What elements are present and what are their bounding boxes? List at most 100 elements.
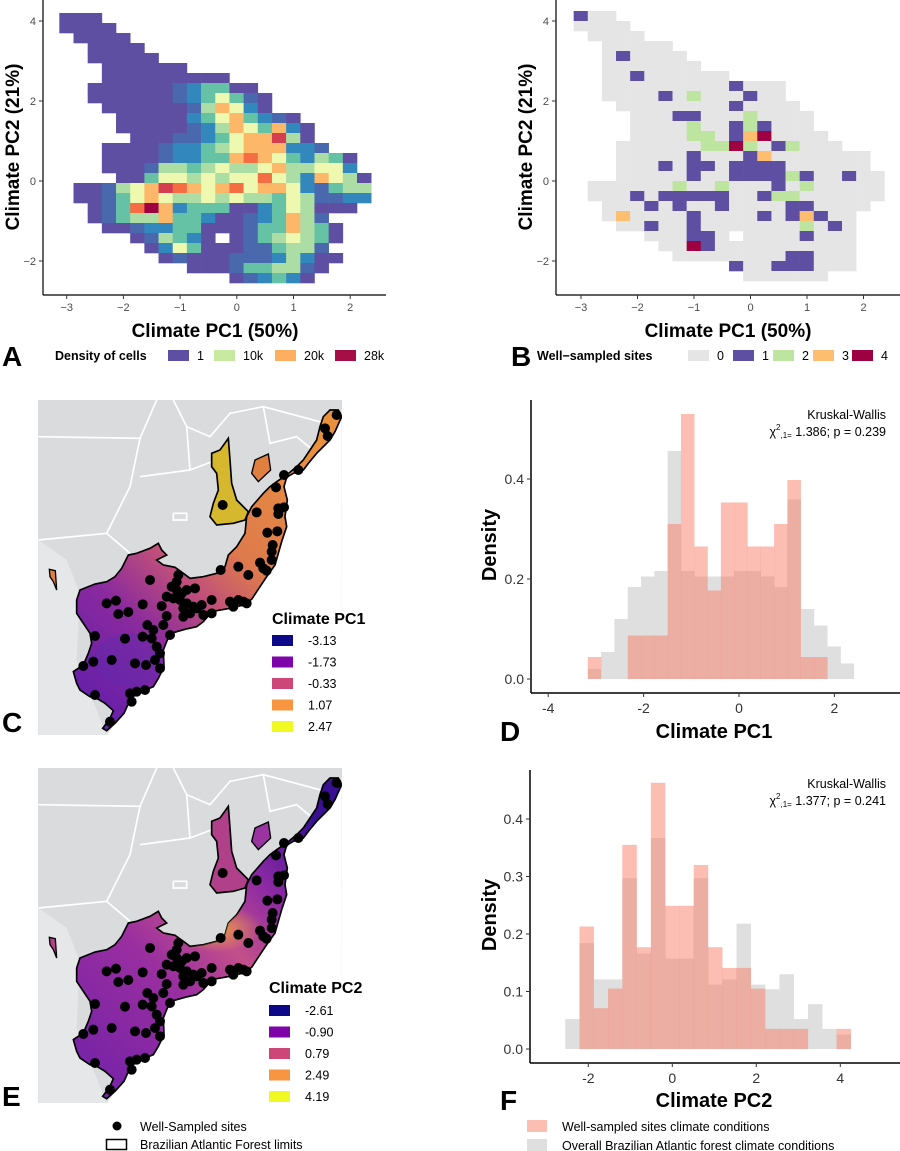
heatmap-cell: [714, 101, 730, 112]
heatmap-cell: [616, 161, 631, 172]
legend-label: 20k: [304, 349, 325, 363]
legend-label: 1: [197, 349, 204, 363]
site-dot: [106, 1023, 117, 1033]
heatmap-cell: [813, 231, 829, 242]
map-legend-label: -0.33: [308, 677, 337, 691]
heatmap-cell: [856, 151, 871, 162]
heatmap-cell: [158, 253, 174, 264]
heatmap-cell: [842, 261, 857, 272]
y-tick-label: 0.1: [504, 984, 524, 1000]
heatmap-cell: [130, 93, 145, 104]
heatmap-cell: [842, 181, 857, 192]
heatmap-cell: [342, 163, 358, 174]
heatmap-cell: [144, 213, 159, 224]
heatmap-cell: [158, 63, 174, 74]
heatmap-cell: [215, 133, 230, 144]
heatmap-cell: [630, 31, 645, 42]
heatmap-cell: [186, 203, 202, 214]
heatmap-cell: [686, 151, 702, 162]
heatmap-cell: [616, 221, 631, 232]
map-legend-pc2: -2.61 -0.90 0.79 2.49 4.19: [269, 1004, 334, 1104]
map-legend-swatch: [269, 1091, 290, 1102]
heatmap-cell: [87, 53, 103, 64]
heatmap-cell: [771, 181, 786, 192]
heatmap-cell: [116, 73, 131, 84]
map-legend-swatch: [269, 1026, 290, 1038]
heatmap-cell: [714, 141, 730, 152]
heatmap-cell: [856, 201, 871, 212]
heatmap-cell: [257, 233, 273, 244]
heatmap-cell: [785, 211, 800, 222]
heatmap-cell: [172, 93, 188, 104]
heatmap-cell: [172, 63, 188, 74]
heatmap-cell: [714, 251, 730, 262]
heatmap-cell: [686, 251, 702, 262]
bar-well-sampled: [641, 635, 655, 679]
heatmap-cell: [785, 151, 800, 162]
heatmap-cell: [842, 151, 857, 162]
heatmap-cell: [158, 233, 174, 244]
heatmap-cell: [257, 263, 273, 274]
heatmap-cell: [158, 153, 174, 164]
heatmap-cell: [757, 251, 772, 262]
site-dot: [262, 895, 273, 906]
heatmap-cell: [686, 111, 702, 122]
heatmap-cell: [700, 241, 716, 252]
bar-well-sampled: [636, 947, 652, 1049]
heatmap-cell: [757, 111, 772, 122]
y-tick-label: −2: [23, 256, 36, 268]
bar-well-sampled: [694, 546, 708, 679]
heatmap-cell: [186, 83, 202, 94]
heatmap-cell: [729, 241, 744, 252]
heatmap-cell: [771, 81, 786, 92]
site-dot: [261, 565, 272, 576]
heatmap-cell: [743, 151, 758, 162]
heatmap-cell: [286, 223, 301, 234]
heatmap-cell: [799, 111, 815, 122]
heatmap-cell: [842, 211, 857, 222]
heatmap-cell: [73, 183, 88, 194]
legend-label: 1: [762, 349, 769, 363]
map-highlight: [93, 633, 167, 687]
heatmap-cell: [215, 73, 230, 84]
heatmap-cell: [686, 131, 702, 142]
heatmap-cell: [257, 173, 273, 184]
y-tick-label: 2: [30, 96, 36, 108]
heatmap-cell: [201, 173, 216, 184]
heatmap-cell: [856, 191, 871, 202]
heatmap-cell: [144, 83, 159, 94]
map-legend-title: Climate PC2: [269, 980, 362, 997]
heatmap-cell: [827, 161, 843, 172]
legend-label: 28k: [364, 349, 385, 363]
heatmap-cell: [743, 121, 758, 132]
heatmap-cell: [300, 263, 315, 274]
heatmap-cell: [672, 91, 687, 102]
site-dot: [272, 526, 283, 537]
y-tick-label: 0: [543, 176, 549, 188]
site-dot: [155, 663, 165, 674]
state-boundary: [172, 512, 188, 521]
heatmap-cell: [644, 61, 659, 72]
heatmap-cell: [271, 143, 287, 154]
heatmap-cell: [672, 71, 687, 82]
heatmap-cell: [144, 73, 159, 84]
heatmap-cell: [130, 113, 145, 124]
site-dot: [262, 527, 273, 538]
heatmap-cell: [743, 181, 758, 192]
heatmap-cell: [229, 143, 244, 154]
heatmap-cell: [672, 201, 687, 212]
site-dot: [158, 988, 169, 998]
legend-swatch: [733, 350, 754, 361]
heatmap-cell: [186, 103, 202, 114]
heatmap-cell: [658, 191, 673, 202]
heatmap-cell: [229, 233, 244, 244]
heatmap-cell: [644, 201, 659, 212]
heatmap-cell: [172, 223, 188, 234]
heatmap-cell: [243, 153, 259, 164]
heatmap-cell: [342, 153, 358, 164]
heatmap-cell: [271, 133, 287, 144]
y-axis-title: Density: [479, 878, 501, 951]
site-dot: [145, 943, 155, 953]
heatmap-cell: [842, 171, 857, 182]
heatmap-cell: [215, 163, 230, 174]
